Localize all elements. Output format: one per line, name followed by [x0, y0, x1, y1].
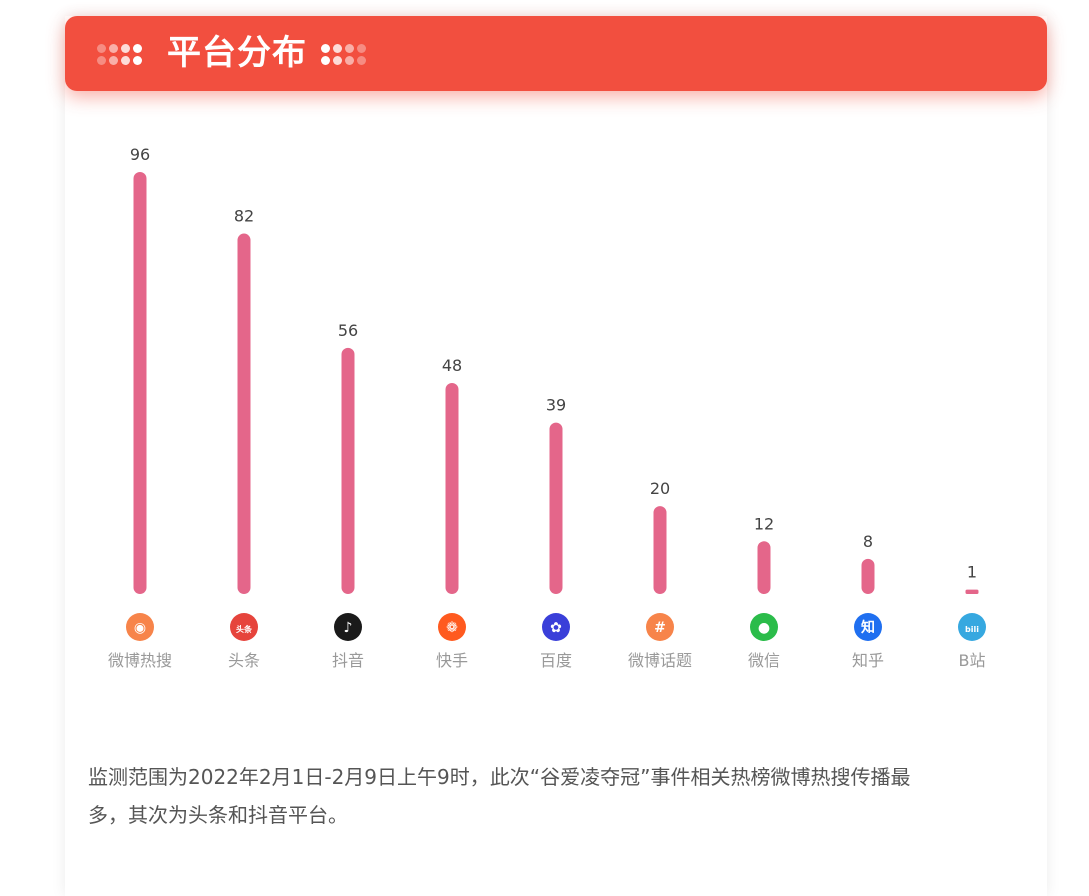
category-label-3: 快手: [436, 651, 468, 670]
svg-text:知: 知: [861, 619, 875, 636]
value-label-6: 12: [754, 514, 774, 533]
value-label-7: 8: [863, 532, 873, 551]
section-title: 平台分布: [167, 33, 307, 73]
bar-6: [757, 541, 771, 594]
category-label-5: 微博话题: [628, 651, 692, 670]
value-label-3: 48: [442, 356, 462, 375]
bar-7: [861, 558, 875, 594]
baidu-icon: ✿: [542, 613, 570, 641]
wechat-icon: ●: [750, 613, 778, 641]
weibo-icon: ◉: [126, 613, 154, 641]
svg-text:●: ●: [758, 620, 770, 636]
value-label-5: 20: [650, 479, 670, 498]
value-label-1: 82: [234, 207, 254, 226]
value-label-4: 39: [546, 396, 566, 415]
toutiao-icon: 头条: [230, 613, 258, 641]
weibo-topic-icon: #: [646, 613, 674, 641]
value-label-2: 56: [338, 321, 358, 340]
svg-text:bili: bili: [965, 625, 979, 634]
summary-text: 监测范围为2022年2月1日-2月9日上午9时，此次“谷爱凌夺冠”事件相关热榜微…: [88, 758, 1033, 834]
bar-2: [341, 347, 355, 594]
bar-4: [549, 422, 563, 594]
decorative-dots-right: [321, 44, 366, 65]
svg-text:头条: 头条: [236, 624, 253, 634]
svg-text:✿: ✿: [550, 620, 562, 636]
category-label-4: 百度: [540, 651, 572, 670]
category-label-0: 微博热搜: [108, 651, 172, 670]
decorative-dots-left: [97, 44, 142, 65]
value-label-0: 96: [130, 145, 150, 164]
category-label-8: B站: [959, 651, 986, 670]
category-label-6: 微信: [748, 651, 780, 670]
category-label-7: 知乎: [852, 651, 884, 670]
bar-3: [445, 383, 459, 594]
category-label-2: 抖音: [332, 651, 364, 670]
bar-0: [133, 172, 147, 594]
svg-text:#: #: [654, 620, 666, 636]
summary-line-1: 监测范围为2022年2月1日-2月9日上午9时，此次“谷爱凌夺冠”事件相关热榜微…: [88, 765, 911, 789]
bilibili-icon: bili: [958, 613, 986, 641]
value-label-8: 1: [967, 563, 977, 582]
section-header: [65, 16, 1047, 91]
svg-text:◉: ◉: [134, 620, 146, 636]
svg-text:♪: ♪: [344, 620, 353, 636]
category-label-1: 头条: [228, 651, 260, 670]
douyin-icon: ♪: [334, 613, 362, 641]
platform-bar-chart: 96◉微博热搜82头条头条56♪抖音48❁快手39✿百度20#微博话题12●微信…: [108, 145, 986, 670]
kuaishou-icon: ❁: [438, 613, 466, 641]
bar-1: [237, 233, 251, 594]
bar-8: [965, 589, 979, 594]
bar-5: [653, 506, 667, 594]
zhihu-icon: 知: [854, 613, 882, 641]
svg-text:❁: ❁: [446, 620, 458, 636]
summary-line-2: 多，其次为头条和抖音平台。: [88, 803, 348, 827]
